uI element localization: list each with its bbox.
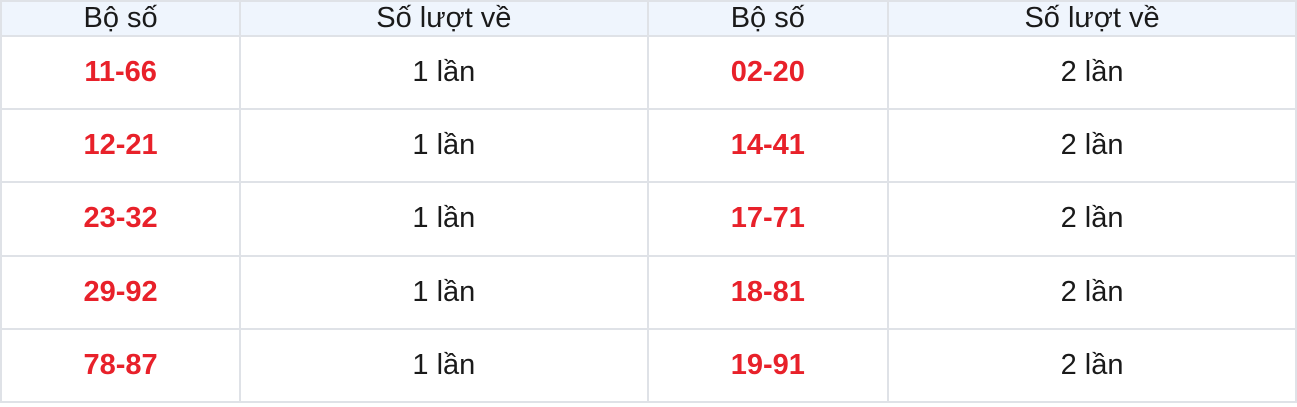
pair-value: 02-20 xyxy=(648,34,890,111)
pair-value: 17-71 xyxy=(648,181,890,257)
count-value: 2 lần xyxy=(887,327,1297,404)
count-value: 2 lần xyxy=(887,34,1297,111)
table-row: 12-21 1 lần xyxy=(0,108,649,184)
pair-value: 14-41 xyxy=(648,108,890,184)
table-row: 19-91 2 lần xyxy=(648,327,1297,404)
table-row: 14-41 2 lần xyxy=(648,108,1297,184)
table-row: 78-87 1 lần xyxy=(0,327,649,404)
column-header-count: Số lượt về xyxy=(887,0,1297,37)
pair-value: 78-87 xyxy=(0,327,242,404)
count-value: 1 lần xyxy=(239,181,649,257)
column-header-pair: Bộ số xyxy=(648,0,890,37)
table-row: 18-81 2 lần xyxy=(648,254,1297,330)
table-row: 23-32 1 lần xyxy=(0,181,649,257)
pair-value: 29-92 xyxy=(0,254,242,330)
count-value: 1 lần xyxy=(239,34,649,111)
pair-value: 23-32 xyxy=(0,181,242,257)
count-value: 1 lần xyxy=(239,108,649,184)
table-row: 29-92 1 lần xyxy=(0,254,649,330)
table-row: 11-66 1 lần xyxy=(0,34,649,111)
pair-frequency-table-right: Bộ số Số lượt về 02-20 2 lần 14-41 2 lần 17-71… xyxy=(648,0,1297,404)
count-value: 2 lần xyxy=(887,108,1297,184)
table-row: 17-71 2 lần xyxy=(648,181,1297,257)
table-row: 02-20 2 lần xyxy=(648,34,1297,111)
pair-frequency-table-left: Bộ số Số lượt về 11-66 1 lần 12-21 1 lần 23-32… xyxy=(0,0,649,404)
count-value: 2 lần xyxy=(887,181,1297,257)
pair-value: 18-81 xyxy=(648,254,890,330)
column-header-count: Số lượt về xyxy=(239,0,649,37)
count-value: 2 lần xyxy=(887,254,1297,330)
count-value: 1 lần xyxy=(239,254,649,330)
pair-value: 12-21 xyxy=(0,108,242,184)
column-header-pair: Bộ số xyxy=(0,0,242,37)
pair-value: 11-66 xyxy=(0,34,242,111)
header-row: Bộ số Số lượt về xyxy=(0,0,649,37)
header-row: Bộ số Số lượt về xyxy=(648,0,1297,37)
pair-value: 19-91 xyxy=(648,327,890,404)
count-value: 1 lần xyxy=(239,327,649,404)
